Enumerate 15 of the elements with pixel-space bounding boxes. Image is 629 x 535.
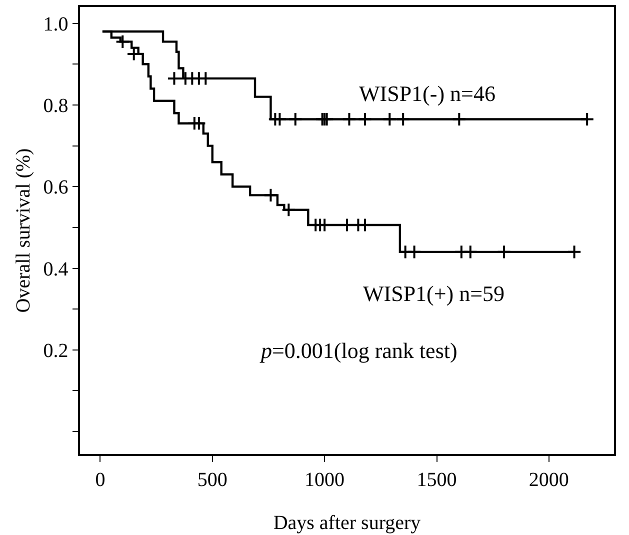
y-tick-label: 0.6 [43, 176, 68, 199]
x-axis-title: Days after surgery [273, 512, 421, 534]
x-tick-label: 500 [197, 468, 228, 491]
y-tick-label: 0.2 [43, 340, 68, 362]
annotation: p=0.001(log rank test) [259, 338, 458, 363]
x-tick-label: 1500 [416, 468, 457, 491]
x-tick-label: 2000 [528, 468, 569, 491]
x-tick-label: 1000 [304, 468, 345, 491]
y-axis-title: Overall survival (%) [12, 148, 34, 313]
y-tick-label: 0.4 [43, 258, 68, 280]
annotation: WISP1(+) n=59 [363, 281, 505, 306]
x-tick-label: 0 [95, 468, 106, 491]
y-tick-label: 1.0 [43, 13, 68, 36]
y-tick-label: 0.8 [43, 94, 68, 117]
annotation: WISP1(-) n=46 [359, 81, 496, 106]
